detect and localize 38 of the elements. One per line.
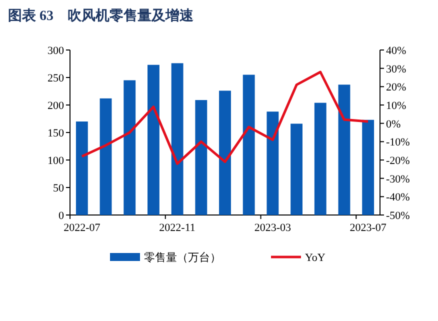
y2-tick-label: 40% — [386, 45, 406, 57]
bar — [148, 64, 160, 215]
x-tick-label: 2022-07 — [64, 222, 101, 234]
bar — [362, 120, 374, 215]
y2-tick-label: -40% — [386, 192, 410, 204]
y-tick-label: 250 — [48, 72, 64, 84]
chart-title: 图表 63 吹风机零售量及增速 — [8, 8, 194, 24]
y2-tick-label: -20% — [386, 155, 410, 167]
x-tick-label: 2023-03 — [254, 222, 292, 234]
y-tick-label: 150 — [48, 128, 64, 140]
x-tick-label: 2022-11 — [159, 222, 196, 234]
bar — [338, 84, 350, 215]
legend-label: 零售量（万台） — [144, 251, 221, 264]
bar — [242, 74, 255, 215]
y-tick-label: 0 — [58, 210, 64, 222]
y-tick-label: 100 — [48, 155, 64, 167]
bar — [314, 102, 326, 215]
y2-tick-label: -50% — [386, 210, 410, 222]
line-series — [80, 70, 370, 165]
x-tick-label: 2023-07 — [350, 222, 387, 234]
y2-tick-label: -10% — [386, 136, 410, 149]
y-tick-label: 50 — [53, 182, 64, 194]
bar — [171, 63, 184, 215]
legend-label: YoY — [305, 252, 326, 264]
y2-tick-label: -30% — [386, 173, 410, 186]
y2-tick-label: 0% — [386, 118, 401, 130]
bar — [124, 80, 136, 215]
bar — [76, 122, 88, 215]
y2-tick-label: 10% — [386, 100, 406, 112]
bar — [219, 90, 231, 215]
y2-tick-label: 30% — [386, 63, 406, 76]
bar — [195, 100, 208, 215]
y-tick-label: 200 — [48, 100, 64, 112]
bar — [266, 112, 279, 215]
bar — [290, 124, 302, 215]
y2-tick-label: 20% — [386, 82, 406, 94]
y-tick-label: 300 — [48, 45, 64, 57]
bar — [100, 98, 112, 215]
